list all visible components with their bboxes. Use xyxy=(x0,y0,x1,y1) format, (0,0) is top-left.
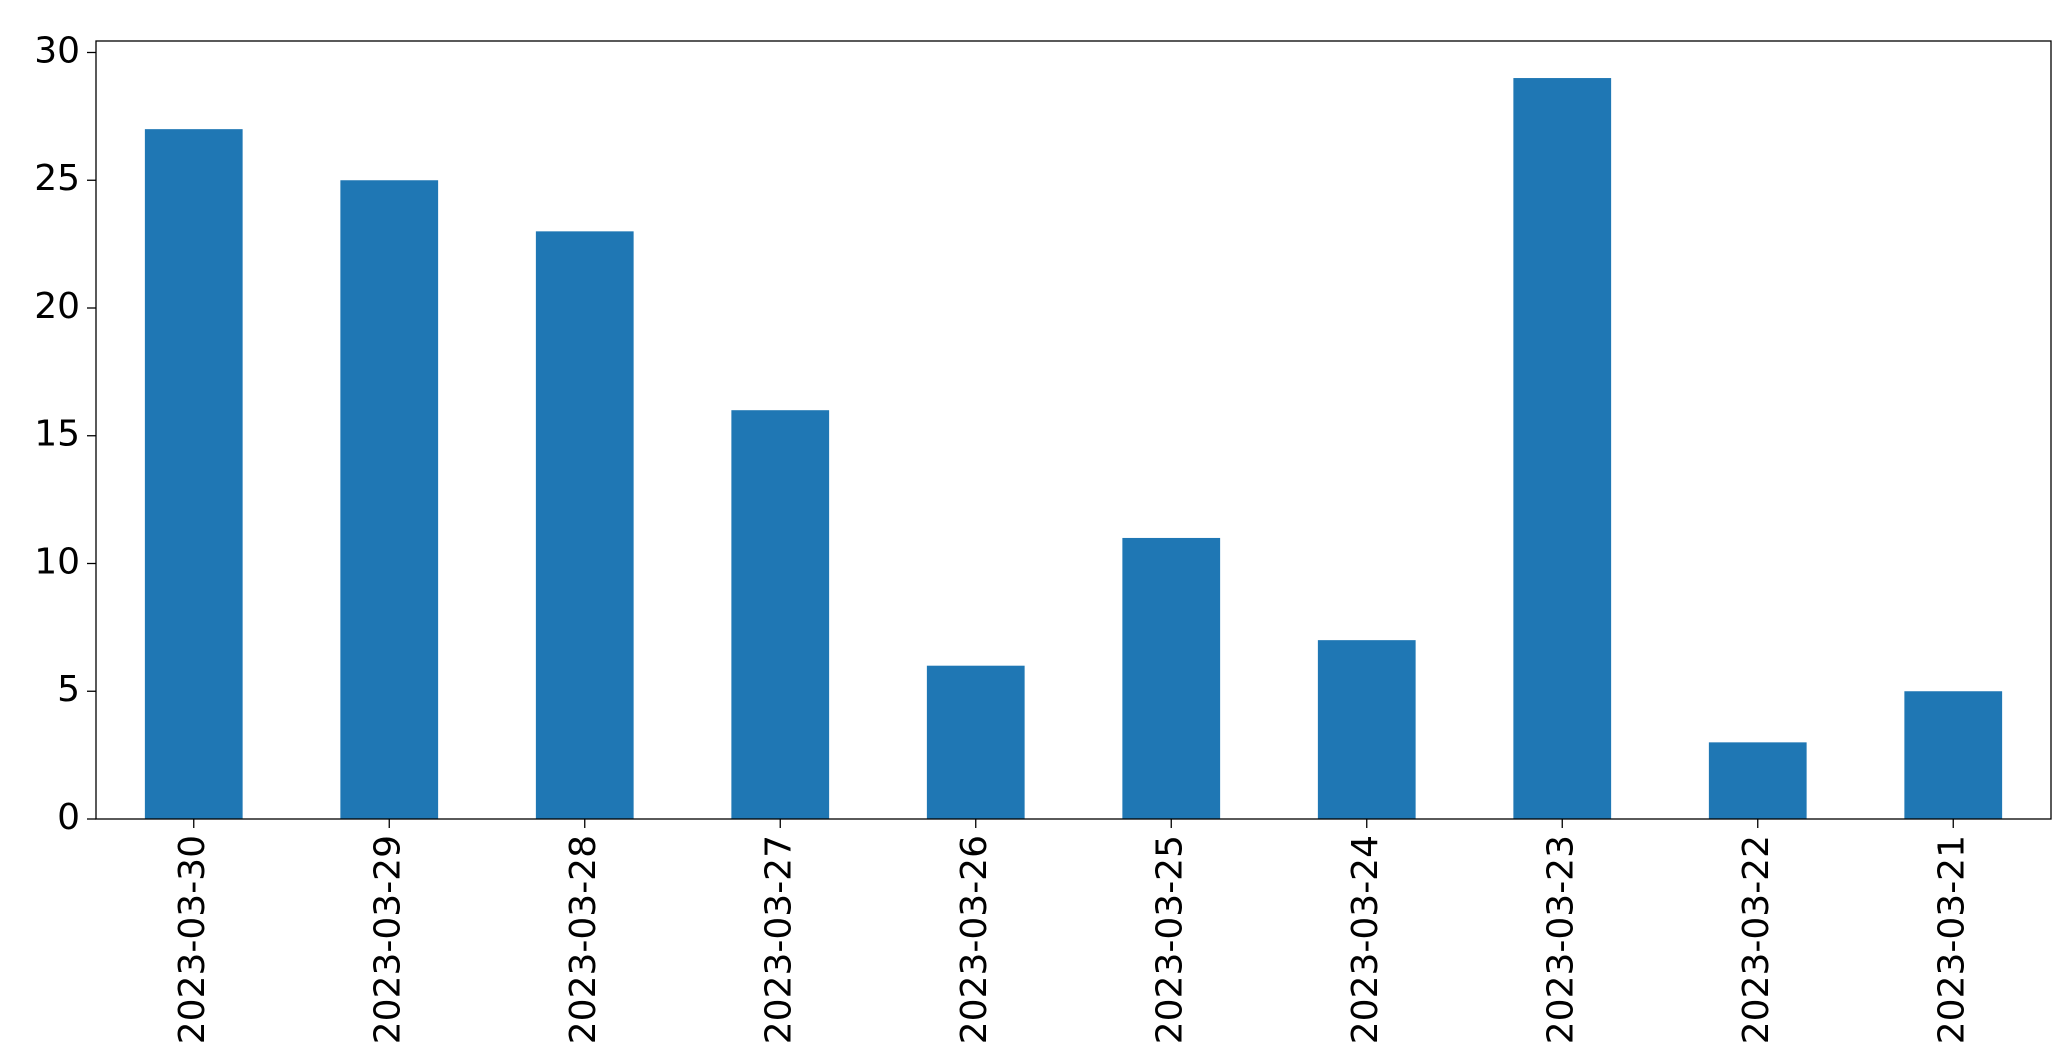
y-tick-label: 25 xyxy=(34,158,80,199)
y-tick-label: 30 xyxy=(34,30,80,71)
x-tick-label: 2023-03-25 xyxy=(1149,835,1190,1044)
x-tick-label: 2023-03-28 xyxy=(563,835,604,1044)
x-tick-label: 2023-03-24 xyxy=(1345,835,1386,1044)
bar xyxy=(926,665,1025,819)
x-tick-label: 2023-03-22 xyxy=(1736,835,1777,1044)
bar xyxy=(1513,78,1612,820)
bar xyxy=(1122,537,1221,819)
x-tick-label: 2023-03-30 xyxy=(172,835,213,1044)
x-tick-label: 2023-03-23 xyxy=(1540,835,1581,1044)
x-tick-label: 2023-03-26 xyxy=(954,835,995,1044)
plot-frame xyxy=(95,40,2052,820)
y-tick-label: 20 xyxy=(34,286,80,327)
bar xyxy=(340,180,439,820)
bar xyxy=(535,231,634,819)
x-tick-label: 2023-03-29 xyxy=(367,835,408,1044)
y-tick-label: 5 xyxy=(57,669,80,710)
bar xyxy=(1317,640,1416,819)
bar xyxy=(1708,742,1807,819)
y-tick-label: 0 xyxy=(57,797,80,838)
x-tick-label: 2023-03-27 xyxy=(758,835,799,1044)
bar xyxy=(144,129,243,820)
x-tick-label: 2023-03-21 xyxy=(1931,835,1972,1044)
bar xyxy=(731,410,830,819)
y-tick-label: 10 xyxy=(34,541,80,582)
y-tick-label: 15 xyxy=(34,414,80,455)
bar xyxy=(1904,691,2003,819)
